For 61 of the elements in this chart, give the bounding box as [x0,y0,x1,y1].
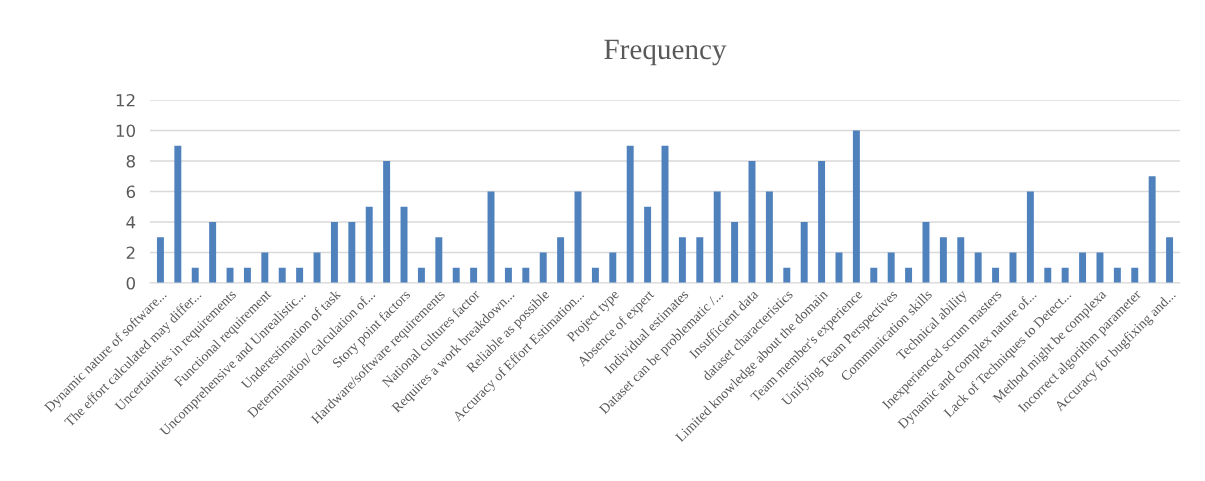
bar [1044,267,1052,283]
bar [852,130,860,283]
bar [644,206,652,283]
bar [626,145,634,283]
bar [365,206,373,283]
bar [678,237,686,283]
bar [887,252,895,283]
bar [313,252,321,283]
bar [1061,267,1069,283]
bar [191,267,199,283]
bar [504,267,512,283]
bar [156,237,164,283]
bar [765,191,773,283]
bar [731,222,739,283]
bar [1148,176,1156,283]
bar [591,267,599,283]
bar [226,267,234,283]
bar [800,222,808,283]
bar [1131,267,1139,283]
bar [1079,252,1087,283]
bar [609,252,617,283]
bar [783,267,791,283]
bar [870,267,878,283]
bar [957,237,965,283]
bar [400,206,408,283]
y-tick-label: 8 [126,154,135,168]
bar [278,267,286,283]
bar [1026,191,1034,283]
y-tick-label: 12 [116,93,135,107]
bar [818,161,826,283]
bar [470,267,478,283]
bar [1113,267,1121,283]
y-tick-label: 4 [126,216,136,229]
bar [1009,252,1017,283]
bar [1166,237,1174,283]
bar [348,222,356,283]
y-tick-label: 0 [126,276,135,290]
bar [330,222,338,283]
bar [209,222,217,283]
bar [452,267,460,283]
bar [522,267,530,283]
bar [557,237,565,283]
bar [296,267,304,283]
bar [974,252,982,283]
bar [1096,252,1104,283]
bar [713,191,721,283]
bar [243,267,251,283]
bar [417,267,425,283]
y-tick-label: 2 [126,246,135,259]
y-tick-label: 6 [126,185,136,199]
bar [174,145,182,283]
bar [435,237,443,283]
bar [261,252,269,283]
chart-title: Frequency [604,39,727,66]
bar [696,237,704,283]
bar [539,252,547,283]
bar [992,267,1000,283]
y-tick-label: 10 [116,124,135,138]
bar [383,161,391,283]
bar [939,237,947,283]
bar [905,267,913,283]
